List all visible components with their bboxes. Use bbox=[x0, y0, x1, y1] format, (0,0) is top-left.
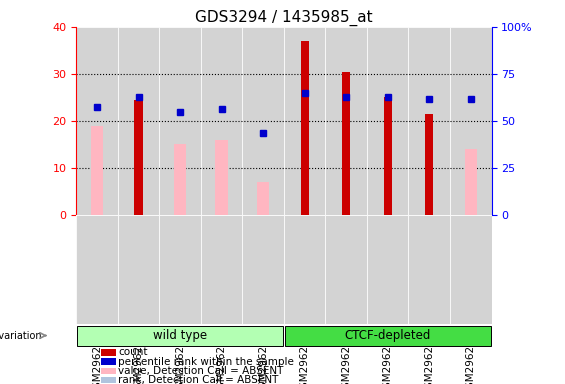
Bar bbox=[284, 27, 325, 215]
Bar bbox=[201, 27, 242, 215]
Bar bbox=[325, 27, 367, 215]
Bar bbox=[408, 215, 450, 324]
Bar bbox=[285, 326, 491, 346]
Bar bbox=[242, 215, 284, 324]
Bar bbox=[118, 27, 159, 215]
Text: wild type: wild type bbox=[153, 329, 207, 342]
Text: CTCF-depleted: CTCF-depleted bbox=[345, 329, 431, 342]
Bar bbox=[425, 114, 433, 215]
Bar bbox=[257, 182, 270, 215]
Bar bbox=[325, 215, 367, 324]
Bar bbox=[201, 215, 242, 324]
Title: GDS3294 / 1435985_at: GDS3294 / 1435985_at bbox=[195, 9, 373, 25]
Text: value, Detection Call = ABSENT: value, Detection Call = ABSENT bbox=[118, 366, 283, 376]
Bar bbox=[464, 149, 477, 215]
Text: rank, Detection Call = ABSENT: rank, Detection Call = ABSENT bbox=[118, 375, 279, 384]
Bar bbox=[134, 100, 143, 215]
Bar bbox=[384, 98, 392, 215]
Bar bbox=[450, 27, 492, 215]
Bar bbox=[159, 27, 201, 215]
Text: count: count bbox=[118, 347, 147, 357]
Bar bbox=[284, 215, 325, 324]
Bar bbox=[101, 367, 115, 374]
Bar bbox=[101, 349, 115, 356]
Bar bbox=[367, 27, 408, 215]
Bar bbox=[77, 326, 283, 346]
Bar bbox=[76, 215, 118, 324]
Bar bbox=[215, 140, 228, 215]
Bar bbox=[242, 27, 284, 215]
Bar bbox=[174, 144, 186, 215]
Bar bbox=[101, 377, 115, 383]
Bar bbox=[367, 215, 408, 324]
Bar bbox=[118, 215, 159, 324]
Bar bbox=[342, 71, 350, 215]
Bar bbox=[408, 27, 450, 215]
Bar bbox=[76, 27, 118, 215]
Text: genotype/variation: genotype/variation bbox=[0, 331, 42, 341]
Bar bbox=[450, 215, 492, 324]
Bar bbox=[301, 41, 309, 215]
Bar bbox=[159, 215, 201, 324]
Bar bbox=[101, 359, 115, 365]
Bar bbox=[91, 126, 103, 215]
Text: percentile rank within the sample: percentile rank within the sample bbox=[118, 357, 294, 367]
